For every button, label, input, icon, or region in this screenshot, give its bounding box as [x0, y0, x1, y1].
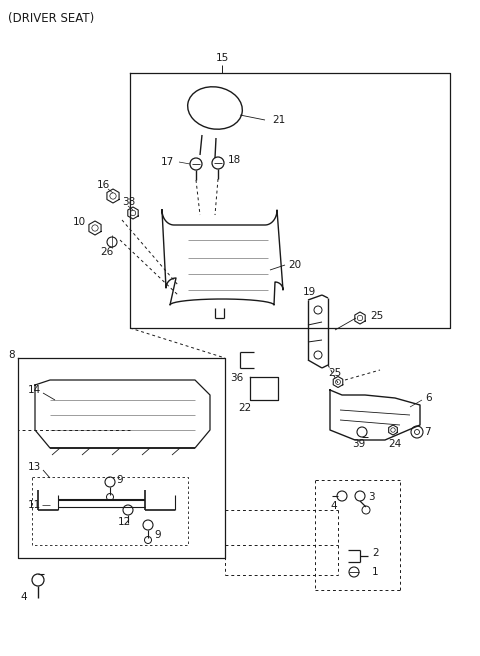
Text: 20: 20 — [288, 260, 301, 270]
Text: 4: 4 — [20, 592, 26, 602]
Text: 6: 6 — [425, 393, 432, 403]
Text: 7: 7 — [424, 427, 431, 437]
Text: 9: 9 — [154, 530, 161, 540]
Text: 21: 21 — [272, 115, 285, 125]
Text: 15: 15 — [216, 53, 228, 63]
Text: 1: 1 — [372, 567, 379, 577]
Text: 3: 3 — [368, 492, 374, 502]
Text: (DRIVER SEAT): (DRIVER SEAT) — [8, 12, 94, 25]
Text: 25: 25 — [328, 368, 341, 378]
Text: 12: 12 — [118, 517, 131, 527]
Text: 36: 36 — [230, 373, 243, 383]
Text: 9: 9 — [116, 475, 122, 485]
Text: 38: 38 — [122, 197, 135, 207]
Text: 26: 26 — [100, 247, 113, 257]
Text: 16: 16 — [97, 180, 110, 190]
Text: 8: 8 — [8, 350, 14, 360]
Text: 24: 24 — [388, 439, 401, 449]
Text: 14: 14 — [28, 385, 41, 395]
Text: 19: 19 — [303, 287, 316, 297]
Text: 18: 18 — [228, 155, 241, 165]
Text: 25: 25 — [370, 311, 383, 321]
Text: 39: 39 — [352, 439, 365, 449]
Text: 4: 4 — [330, 501, 336, 511]
Text: 17: 17 — [161, 157, 174, 167]
Text: 2: 2 — [372, 548, 379, 558]
Text: 11: 11 — [28, 500, 41, 510]
Text: 22: 22 — [238, 403, 251, 413]
Text: 13: 13 — [28, 462, 41, 472]
Text: 10: 10 — [73, 217, 86, 227]
